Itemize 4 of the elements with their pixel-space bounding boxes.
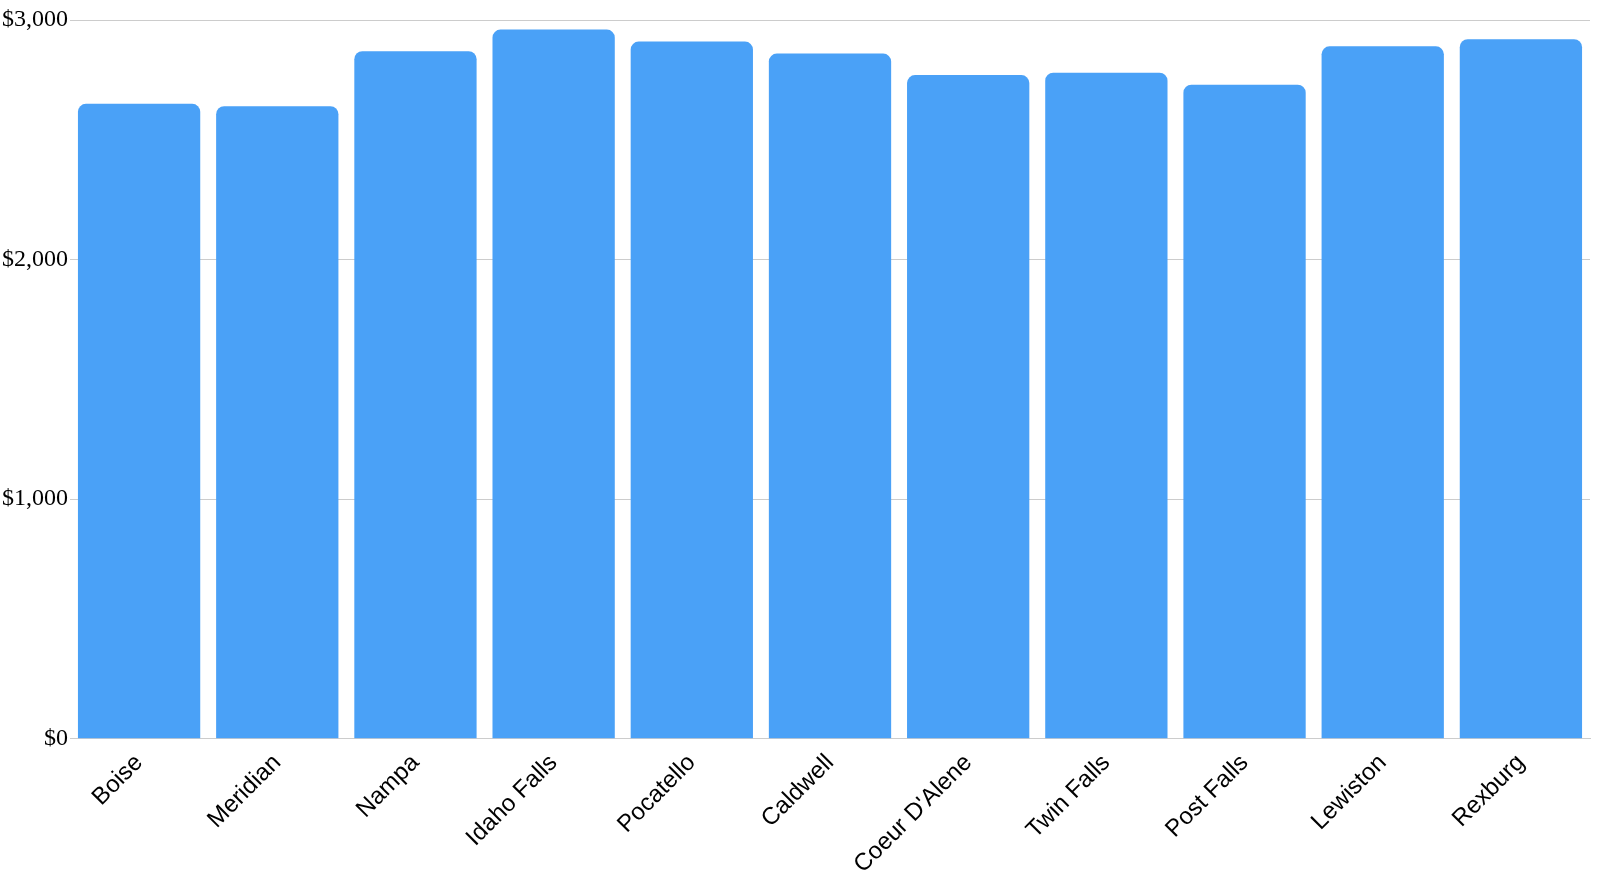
y-tick-label: $3,000 [2,5,68,32]
y-tick-label: $0 [44,724,68,751]
y-tick-label: $2,000 [2,244,68,271]
y-tick-label: $1,000 [2,484,68,511]
